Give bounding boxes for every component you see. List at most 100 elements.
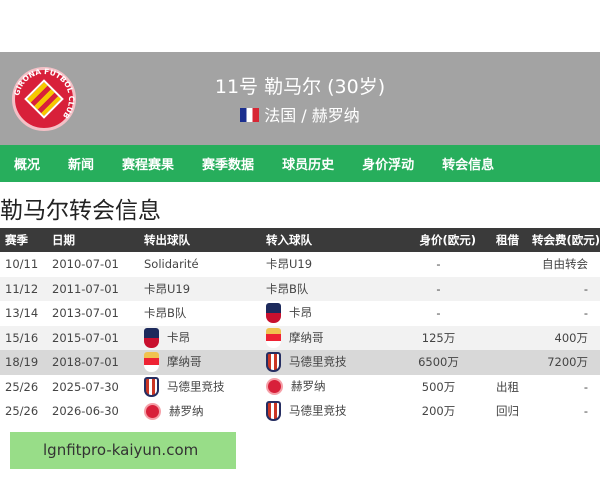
to-club-cell: 卡昂B队 [266,276,401,301]
date-cell: 2026-06-30 [52,399,144,424]
to-club-cell-text: 马德里竞技 [289,354,347,369]
from-club-cell: 卡昂B队 [144,301,266,326]
loan-cell [476,252,521,277]
season-cell: 18/19 [0,350,52,375]
value-cell: - [401,252,476,277]
value-cell: 200万 [401,399,476,424]
to-club-cell: 马德里竞技 [266,399,401,424]
season-cell: 25/26 [0,375,52,400]
value-cell: 500万 [401,375,476,400]
nav-season-stats[interactable]: 赛季数据 [202,158,255,173]
nav-bar: 概况 新闻 赛程赛果 赛季数据 球员历史 身价浮动 转会信息 [0,145,600,182]
table-header: 赛季 日期 转出球队 转入球队 身价(欧元) 租借 转会费(欧元) [0,228,600,252]
season-cell: 15/16 [0,325,52,350]
loan-cell-text: 回归 [496,404,519,419]
player-header: GIRONA FUTBOL CLUB 11号 勒马尔 (30岁) 法国 / 赫罗… [0,52,600,145]
loan-cell [476,276,521,301]
date-cell-text: 2026-06-30 [52,404,119,419]
value-cell: 125万 [401,325,476,350]
table-row: 15/16 2015-07-01 卡昂 摩纳哥 125万 400万 [0,325,600,350]
fee-cell-text: 400万 [554,330,588,345]
nav-market-value[interactable]: 身价浮动 [362,158,415,173]
loan-cell [476,350,521,375]
season-cell-text: 18/19 [5,355,39,370]
season-cell-text: 13/14 [5,306,39,321]
fee-cell: - [521,276,600,301]
fee-cell: - [521,399,600,424]
from-club-cell: 卡昂U19 [144,276,266,301]
fee-cell-text: 7200万 [547,355,588,370]
to-club-cell: 卡昂 [266,301,401,326]
date-cell-text: 2015-07-01 [52,330,119,345]
from-club-cell-text: 马德里竞技 [167,379,225,394]
table-row: 11/12 2011-07-01 卡昂U19 卡昂B队 - - [0,276,600,301]
date-cell: 2025-07-30 [52,375,144,400]
table-row: 18/19 2018-07-01 摩纳哥 马德里竞技 6500万 7200万 [0,350,600,375]
value-cell: 6500万 [401,350,476,375]
caen-crest-icon [266,303,281,324]
date-cell-text: 2025-07-30 [52,379,119,394]
to-club-cell: 卡昂U19 [266,252,401,277]
season-cell-text: 11/12 [5,281,39,296]
to-club-cell-text: 摩纳哥 [289,330,324,345]
atm-crest-icon [266,401,281,422]
gir-crest-icon [266,378,283,396]
fee-cell: 7200万 [521,350,600,375]
nav-transfers[interactable]: 转会信息 [442,158,495,173]
caen-crest-icon [144,327,159,348]
date-cell: 2010-07-01 [52,252,144,277]
club-logo-ring: GIRONA FUTBOL CLUB [12,67,76,120]
col-season: 赛季 [0,228,52,252]
nav-news[interactable]: 新闻 [68,158,95,173]
value-cell-text: 500万 [421,379,456,394]
table-row: 13/14 2013-07-01 卡昂B队 卡昂 - - [0,301,600,326]
fee-cell-text: 自由转会 [542,257,588,272]
fee-cell: - [521,301,600,326]
date-cell-text: 2011-07-01 [52,281,119,296]
to-club-cell-text: 卡昂U19 [266,257,313,272]
value-cell: - [401,301,476,326]
from-club-cell-text: 摩纳哥 [167,354,202,369]
to-club-cell: 摩纳哥 [266,325,401,350]
value-cell-text: 200万 [421,404,456,419]
from-club-cell: 赫罗纳 [144,399,266,424]
from-club-cell: 马德里竞技 [144,375,266,400]
nav-player-history[interactable]: 球员历史 [282,158,335,173]
season-cell-text: 10/11 [5,257,39,272]
season-cell: 25/26 [0,399,52,424]
season-cell: 13/14 [0,301,52,326]
to-club-cell-text: 赫罗纳 [291,379,326,394]
monaco-crest-icon [144,352,159,373]
loan-cell-text: 出租 [496,379,519,394]
watermark: lgnfitpro-kaiyun.com [10,432,236,469]
col-to: 转入球队 [266,228,401,252]
gir-crest-icon [144,402,161,420]
col-loan: 租借 [476,228,521,252]
from-club-cell-text: Solidarité [144,257,199,272]
nav-fixtures[interactable]: 赛程赛果 [122,158,175,173]
fee-cell-text: - [583,404,588,419]
date-cell: 2018-07-01 [52,350,144,375]
col-value: 身价(欧元) [401,228,476,252]
fee-cell-text: - [583,306,588,321]
value-cell-text: - [436,281,441,296]
loan-cell [476,325,521,350]
nav-overview[interactable]: 概况 [14,158,41,173]
date-cell-text: 2013-07-01 [52,306,119,321]
table-row: 10/11 2010-07-01 Solidarité 卡昂U19 - 自由转会 [0,252,600,277]
date-cell: 2013-07-01 [52,301,144,326]
season-cell-text: 15/16 [5,330,39,345]
table-row: 25/26 2026-06-30 赫罗纳 马德里竞技 200万 回归 - [0,399,600,424]
atm-crest-icon [266,352,281,373]
date-cell: 2015-07-01 [52,325,144,350]
page-title: 勒马尔转会信息 [0,198,161,224]
to-club-cell: 赫罗纳 [266,375,401,400]
to-club-cell: 马德里竞技 [266,350,401,375]
to-club-cell-text: 卡昂B队 [266,281,309,296]
to-club-cell-text: 马德里竞技 [289,403,347,418]
from-club-cell-text: 卡昂B队 [144,306,187,321]
monaco-crest-icon [266,327,281,348]
loan-cell: 回归 [476,399,521,424]
table-row: 25/26 2025-07-30 马德里竞技 赫罗纳 500万 出租 - [0,375,600,400]
value-cell-text: - [436,306,441,321]
